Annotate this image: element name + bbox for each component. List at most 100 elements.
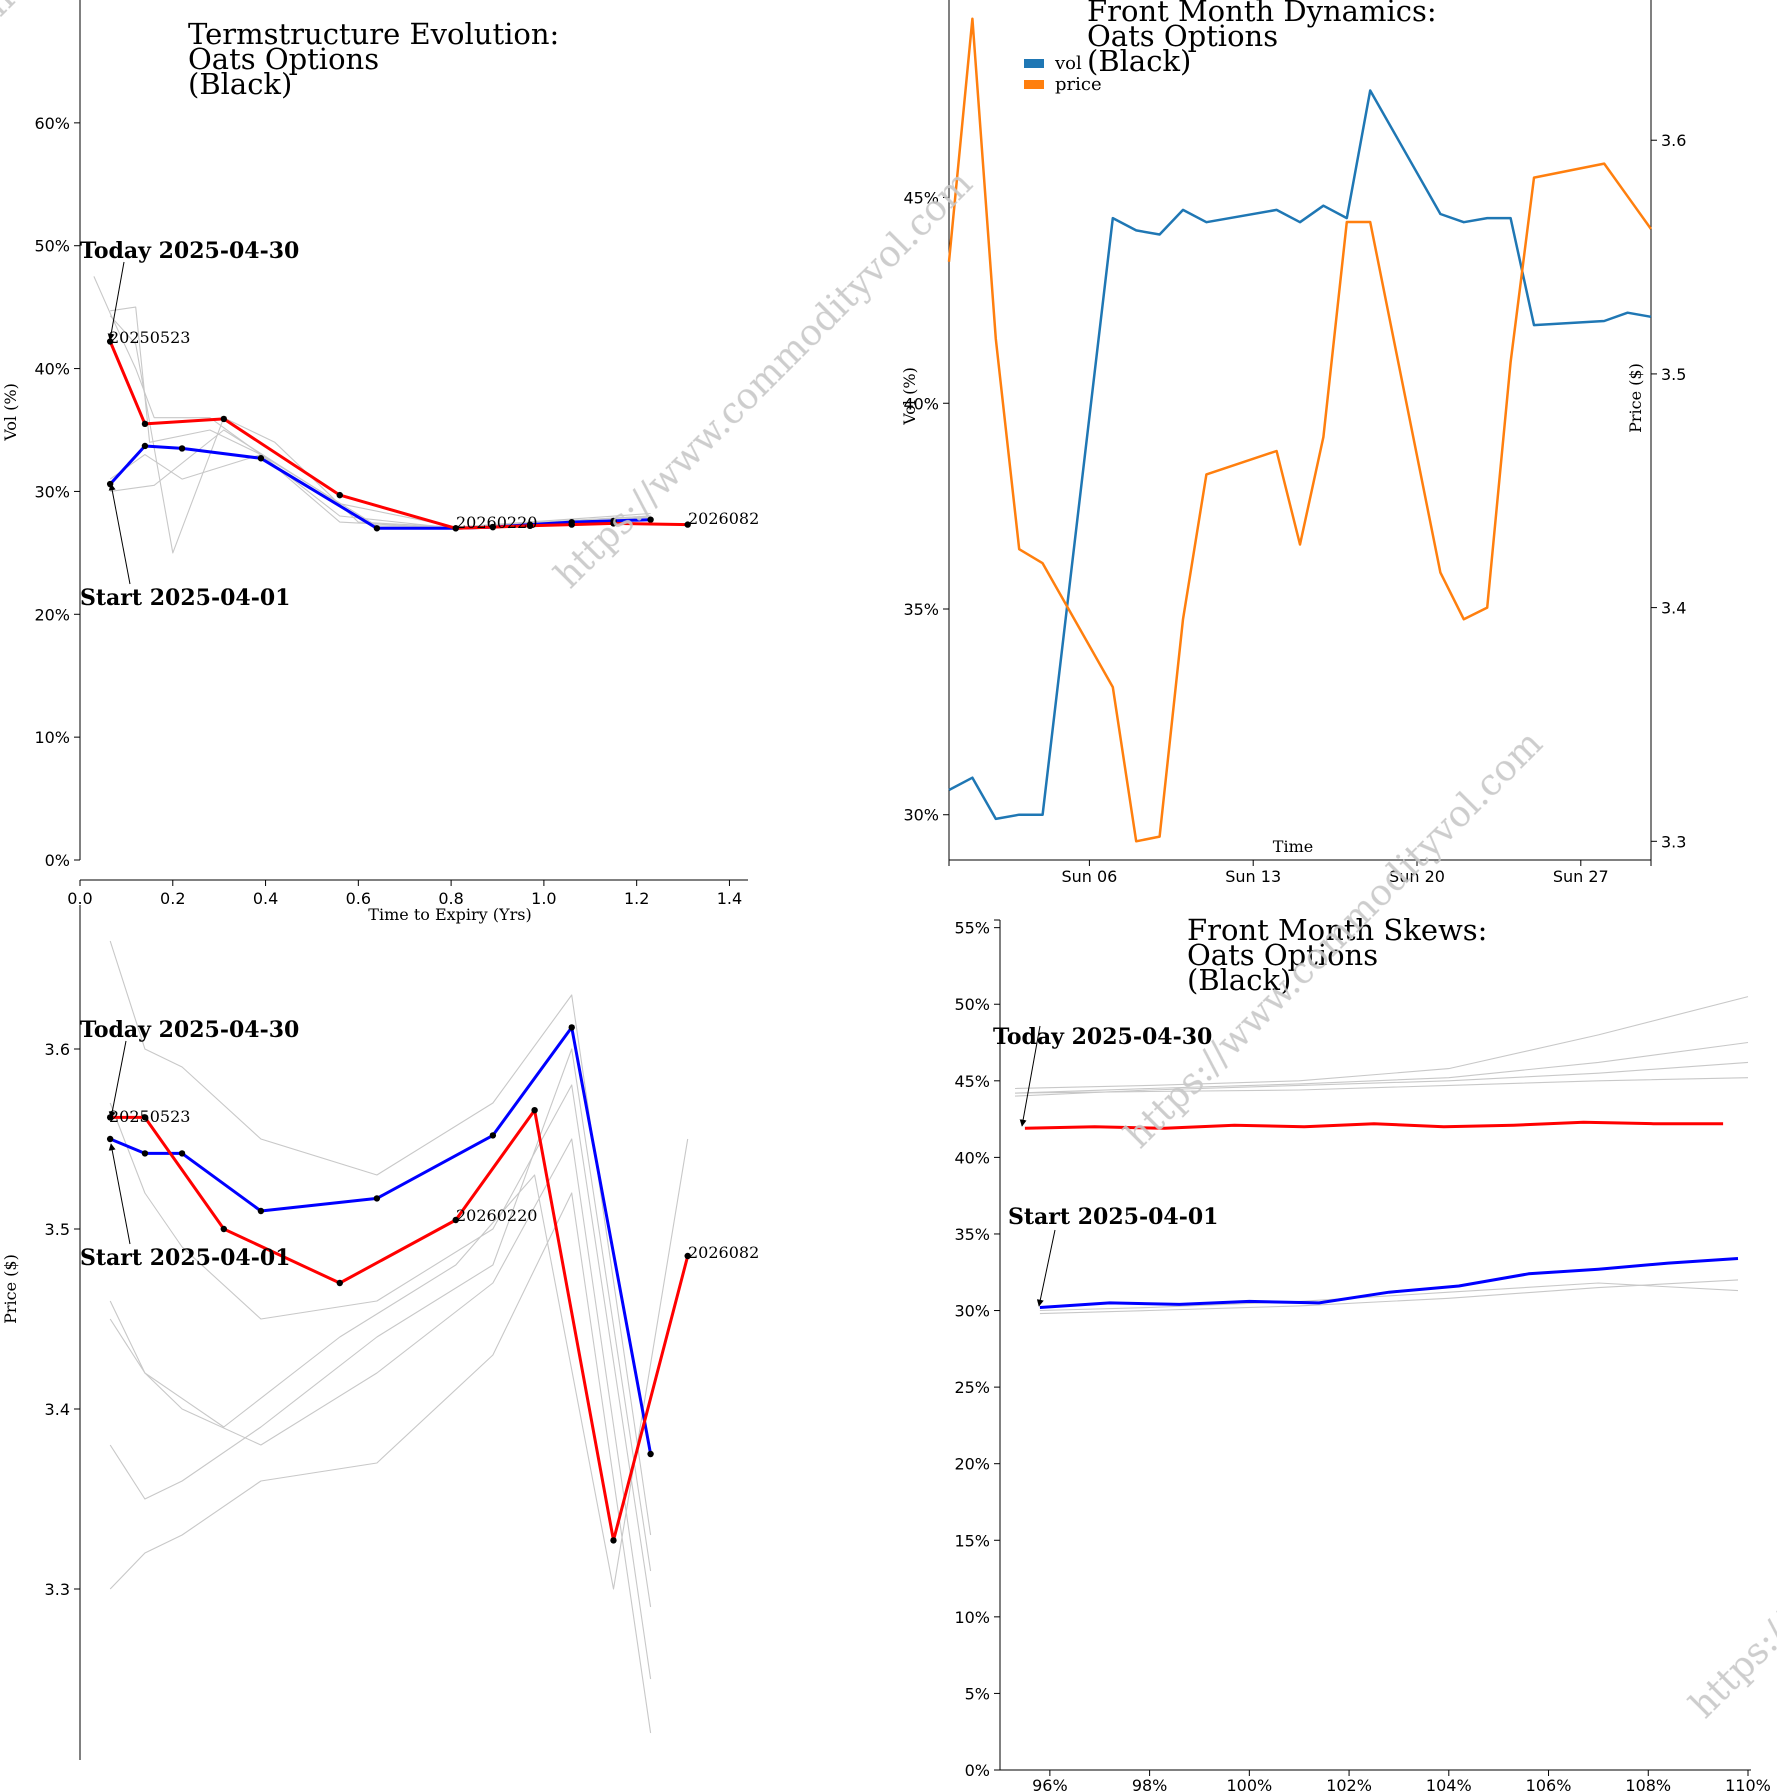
x-tick-label: 1.2 — [624, 889, 649, 908]
history-series-line — [1014, 1077, 1749, 1094]
history-series-line — [1014, 1041, 1749, 1094]
today-point — [568, 521, 575, 528]
y-tick-label: 20% — [34, 605, 70, 624]
dynamics-chart: 30% 35% 40% 45% 3.3 3.4 3.5 3.6 Sun 06 Sun 13 Sun … — [900, 0, 1686, 886]
y-tick-label: 50% — [34, 237, 70, 256]
start-point — [568, 1024, 575, 1031]
today-point — [684, 1252, 691, 1260]
x-tick-label: 0.0 — [67, 889, 92, 908]
legend-label-price: price — [1055, 74, 1102, 95]
today-arrow — [107, 261, 125, 341]
today-point — [141, 420, 149, 428]
chart-title-line: (Black) — [1087, 44, 1191, 78]
start-point — [647, 1450, 654, 1458]
y-tick-label: 15% — [954, 1531, 990, 1550]
expiry-label: 20250523 — [109, 328, 190, 347]
start-point — [257, 1207, 265, 1215]
x-tick-label: Sun 06 — [1061, 867, 1117, 886]
x-tick-label: 102% — [1326, 1776, 1372, 1792]
today-arrow — [1019, 1025, 1041, 1127]
today-point — [610, 520, 617, 527]
legend-label-vol: vol — [1054, 53, 1082, 74]
today-point — [452, 1216, 459, 1224]
start-arrow — [108, 1143, 131, 1245]
start-point — [141, 1150, 149, 1157]
expiry-label: 2026082 — [688, 509, 759, 528]
y-tick-label: 0% — [965, 1761, 990, 1780]
x-tick-label: Sun 13 — [1225, 867, 1281, 886]
y-axis-label: Vol (%) — [900, 367, 919, 426]
start-point — [106, 480, 114, 488]
x-tick-label: 110% — [1725, 1776, 1771, 1792]
x-tick-label: 1.0 — [531, 889, 556, 908]
y-tick-label: 10% — [954, 1608, 990, 1627]
start-point — [489, 1132, 497, 1139]
y-tick-label: 30% — [34, 482, 70, 501]
y-tick-label: 45% — [903, 189, 939, 208]
chart-title-line: (Black) — [188, 67, 292, 101]
chart-title-line: Oats Options — [1087, 19, 1278, 53]
x-tick-label: 0.6 — [346, 889, 371, 908]
today-point — [336, 1279, 343, 1287]
history-series-line — [109, 1048, 652, 1572]
y-axis-label: Vol (%) — [1, 383, 20, 442]
today-point — [452, 525, 459, 532]
x-tick-label: Sun 20 — [1389, 867, 1445, 886]
today-point — [220, 1225, 228, 1233]
history-series-line — [109, 454, 651, 528]
today-series-line — [108, 340, 688, 530]
termstructure-chart: 0% 10% 20% 30% 40% 50% 60% 0.0 0.2 0.4 0.6 0.8 1.0 1.… — [1, 0, 759, 924]
expiry-label: 20250523 — [109, 1107, 190, 1126]
x-tick-label: 0.2 — [160, 889, 185, 908]
price-series-line — [947, 17, 1653, 843]
expiry-label: 2026082 — [688, 1243, 759, 1262]
y-tick-label: 40% — [34, 360, 70, 379]
y2-tick-label: 3.6 — [1661, 131, 1686, 150]
history-series-line — [109, 1138, 652, 1680]
start-point — [141, 442, 149, 450]
today-point — [336, 491, 343, 499]
legend-swatch-vol — [1024, 59, 1044, 68]
today-point — [526, 522, 534, 530]
expiry-label: 20260220 — [456, 513, 537, 532]
today-annotation: Today 2025-04-30 — [993, 1024, 1212, 1050]
y-tick-label: 3.6 — [45, 1040, 70, 1059]
y-tick-label: 3.3 — [45, 1580, 70, 1599]
start-series-line — [1039, 1257, 1739, 1309]
today-annotation: Today 2025-04-30 — [80, 1017, 299, 1043]
today-series-line — [1024, 1120, 1724, 1130]
x-axis-label: Time to Expiry (Yrs) — [368, 905, 531, 924]
start-point — [373, 1195, 381, 1202]
today-annotation: Today 2025-04-30 — [80, 238, 299, 264]
skews-chart: 0% 5% 10% 15% 20% 25% 30% 35% 40% 45% 50% 55% 96% 98%… — [954, 913, 1770, 1792]
watermark-text: https://www.commodityvol.com — [1682, 1293, 1777, 1726]
chart-title-line: (Black) — [1187, 963, 1291, 997]
start-point — [647, 516, 654, 523]
chart-title-line: Oats Options — [1187, 938, 1378, 972]
y-tick-label: 0% — [45, 851, 70, 870]
x-tick-label: 98% — [1132, 1776, 1168, 1792]
start-series-line — [109, 1025, 653, 1455]
x-axis-label: Time — [1273, 837, 1313, 856]
x-tick-label: 108% — [1625, 1776, 1671, 1792]
y-tick-label: 40% — [903, 394, 939, 413]
history-series-line — [109, 315, 651, 554]
y-tick-label: 55% — [954, 919, 990, 938]
chart-title-line: Termstructure Evolution: — [188, 17, 559, 51]
history-series-line — [109, 1084, 652, 1608]
start-point — [373, 525, 381, 532]
y-tick-label: 35% — [903, 600, 939, 619]
today-point — [684, 521, 691, 528]
history-series-line — [109, 940, 652, 1536]
start-annotation: Start 2025-04-01 — [80, 585, 290, 611]
start-series-line — [109, 444, 651, 530]
y-tick-label: 50% — [954, 995, 990, 1014]
history-series-line — [1039, 1279, 1739, 1315]
history-series-line — [1014, 1061, 1749, 1097]
y2-axis-label: Price ($) — [1626, 363, 1645, 433]
today-arrow — [108, 1040, 127, 1119]
y-tick-label: 5% — [965, 1684, 990, 1703]
y-tick-label: 30% — [903, 806, 939, 825]
chart-title-line: Front Month Skews: — [1187, 913, 1487, 947]
